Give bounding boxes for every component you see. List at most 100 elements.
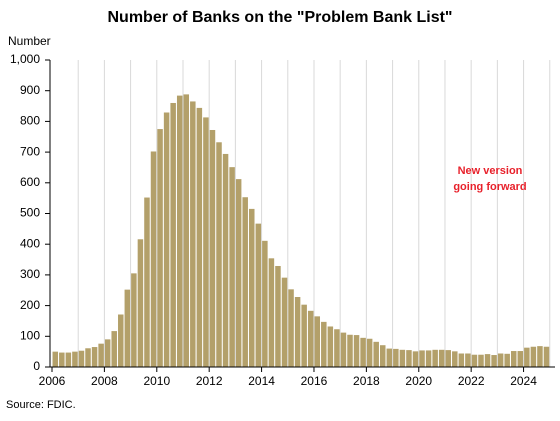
bar bbox=[52, 351, 59, 367]
bar bbox=[150, 151, 157, 367]
bar bbox=[497, 353, 504, 367]
bar bbox=[543, 346, 550, 367]
bar bbox=[412, 351, 419, 367]
bar bbox=[131, 273, 137, 367]
bar bbox=[124, 289, 131, 367]
bar bbox=[353, 335, 360, 367]
bar bbox=[104, 339, 111, 367]
bar bbox=[393, 348, 399, 367]
bar bbox=[386, 348, 393, 367]
bar bbox=[78, 350, 85, 367]
y-tick-label: 700 bbox=[20, 144, 40, 158]
bar bbox=[196, 107, 203, 367]
bar bbox=[458, 353, 465, 367]
y-tick-label: 600 bbox=[20, 175, 40, 189]
bar bbox=[327, 326, 334, 367]
bar bbox=[98, 343, 104, 367]
bar bbox=[242, 197, 248, 367]
source: Source: FDIC. bbox=[6, 399, 76, 411]
bar bbox=[360, 337, 366, 367]
bar bbox=[478, 354, 484, 367]
bar bbox=[170, 102, 176, 367]
annotation: going forward bbox=[453, 181, 526, 193]
bar bbox=[157, 129, 163, 367]
bar bbox=[379, 345, 386, 367]
y-tick-label: 800 bbox=[20, 114, 40, 128]
bar bbox=[268, 258, 275, 367]
bar bbox=[59, 352, 65, 367]
bar bbox=[484, 354, 491, 367]
bar bbox=[366, 338, 373, 367]
bar bbox=[288, 289, 294, 367]
bar bbox=[249, 208, 255, 367]
x-tick-label: 2008 bbox=[91, 374, 118, 388]
chart-title: Number of Banks on the "Problem Bank Lis… bbox=[108, 9, 453, 26]
bar bbox=[235, 179, 242, 367]
bar bbox=[465, 353, 471, 367]
bar bbox=[216, 142, 222, 367]
bar bbox=[491, 355, 497, 367]
bar bbox=[425, 350, 432, 367]
bar bbox=[504, 353, 510, 367]
bar bbox=[406, 350, 412, 367]
x-tick-label: 2012 bbox=[196, 374, 223, 388]
bar bbox=[255, 223, 262, 367]
bar bbox=[222, 153, 229, 367]
y-tick-label: 400 bbox=[20, 236, 40, 250]
bar bbox=[190, 101, 196, 367]
bar bbox=[183, 94, 190, 367]
bar bbox=[524, 347, 530, 367]
bar bbox=[471, 354, 478, 367]
bar bbox=[334, 329, 340, 367]
bar bbox=[72, 351, 78, 367]
bar bbox=[530, 346, 537, 367]
x-tick-label: 2018 bbox=[353, 374, 380, 388]
bar bbox=[314, 316, 321, 367]
x-tick-label: 2024 bbox=[510, 374, 537, 388]
bar bbox=[163, 112, 170, 367]
x-tick-label: 2022 bbox=[458, 374, 485, 388]
bar bbox=[209, 129, 216, 367]
bar bbox=[111, 331, 117, 367]
y-tick-label: 0 bbox=[33, 359, 40, 373]
x-tick-label: 2014 bbox=[248, 374, 275, 388]
bar bbox=[144, 197, 150, 367]
x-tick-label: 2020 bbox=[405, 374, 432, 388]
bar bbox=[399, 349, 406, 367]
y-tick-label: 100 bbox=[20, 328, 40, 342]
bar bbox=[176, 95, 183, 367]
bar bbox=[340, 332, 347, 367]
y-tick-label: 300 bbox=[20, 267, 40, 281]
bar bbox=[452, 351, 458, 367]
y-axis-label: Number bbox=[8, 34, 51, 48]
bar bbox=[419, 350, 425, 367]
bar bbox=[281, 277, 288, 367]
bar bbox=[517, 351, 524, 367]
y-tick-label: 500 bbox=[20, 206, 40, 220]
y-tick-label: 1,000 bbox=[10, 52, 40, 66]
bar bbox=[510, 351, 517, 367]
bar bbox=[373, 341, 379, 367]
bar bbox=[321, 321, 327, 367]
y-tick-label: 900 bbox=[20, 83, 40, 97]
bar bbox=[85, 348, 91, 367]
bar bbox=[65, 352, 72, 367]
x-tick-label: 2016 bbox=[301, 374, 328, 388]
bar bbox=[537, 346, 543, 367]
bar bbox=[301, 304, 307, 367]
bar bbox=[275, 265, 281, 367]
bar bbox=[262, 240, 268, 367]
bar bbox=[91, 347, 98, 367]
x-tick-label: 2006 bbox=[39, 374, 66, 388]
bar bbox=[445, 350, 451, 367]
bar bbox=[438, 349, 445, 367]
bar bbox=[432, 349, 438, 367]
bar bbox=[137, 239, 144, 367]
y-tick-label: 200 bbox=[20, 298, 40, 312]
bar bbox=[203, 117, 209, 367]
x-tick-label: 2010 bbox=[143, 374, 170, 388]
bar bbox=[307, 310, 314, 367]
bar bbox=[294, 297, 301, 367]
bar bbox=[347, 334, 353, 367]
